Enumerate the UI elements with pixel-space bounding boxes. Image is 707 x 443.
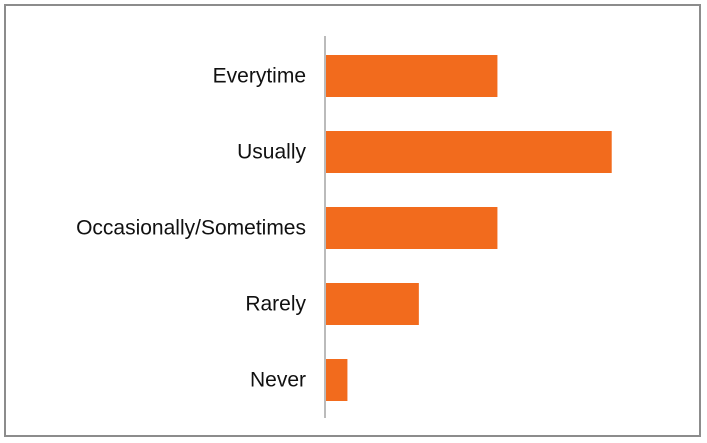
bars-group (326, 55, 612, 401)
category-label: Usually (237, 141, 306, 164)
category-label: Rarely (245, 293, 306, 316)
bar-occasionally-sometimes (326, 207, 498, 249)
category-label: Everytime (213, 65, 306, 88)
bar-rarely (326, 283, 419, 325)
category-labels: Everytime Usually Occasionally/Sometimes Ra… (76, 65, 306, 392)
category-label: Occasionally/Sometimes (76, 217, 306, 240)
category-label: Never (250, 369, 306, 392)
bar-never (326, 359, 348, 401)
bar-everytime (326, 55, 498, 97)
bar-usually (326, 131, 612, 173)
